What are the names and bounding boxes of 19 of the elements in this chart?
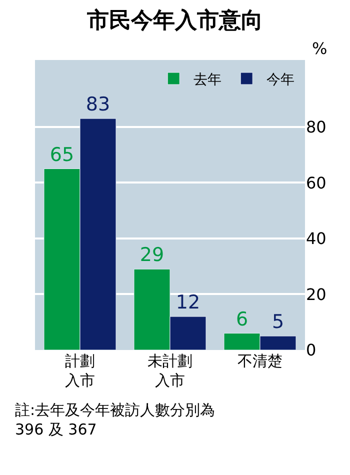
- y-tick-label: 20: [306, 284, 326, 304]
- data-label: 83: [86, 94, 110, 116]
- y-tick-label: 40: [306, 229, 326, 248]
- data-label: 5: [272, 311, 284, 334]
- data-label: 65: [50, 144, 74, 166]
- chart-title: 市民今年入市意向: [86, 7, 263, 34]
- y-tick-label: 0: [306, 340, 316, 360]
- y-tick-label: 60: [306, 173, 326, 192]
- data-label: 6: [236, 308, 248, 330]
- x-tick-label: 計劃入市: [65, 352, 95, 390]
- data-label: 12: [176, 292, 200, 314]
- x-tick-label: 不清楚: [238, 352, 282, 370]
- legend-label: 去年: [194, 72, 222, 88]
- text: 註:去年及今年被訪人數分別為 396 及 367: [15, 401, 216, 438]
- y-tick-label: 80: [306, 118, 326, 137]
- y-axis-title: %: [312, 39, 328, 58]
- x-tick-label: 未計劃入市: [148, 352, 192, 390]
- legend-label: 今年: [266, 72, 295, 88]
- data-label: 29: [140, 244, 164, 266]
